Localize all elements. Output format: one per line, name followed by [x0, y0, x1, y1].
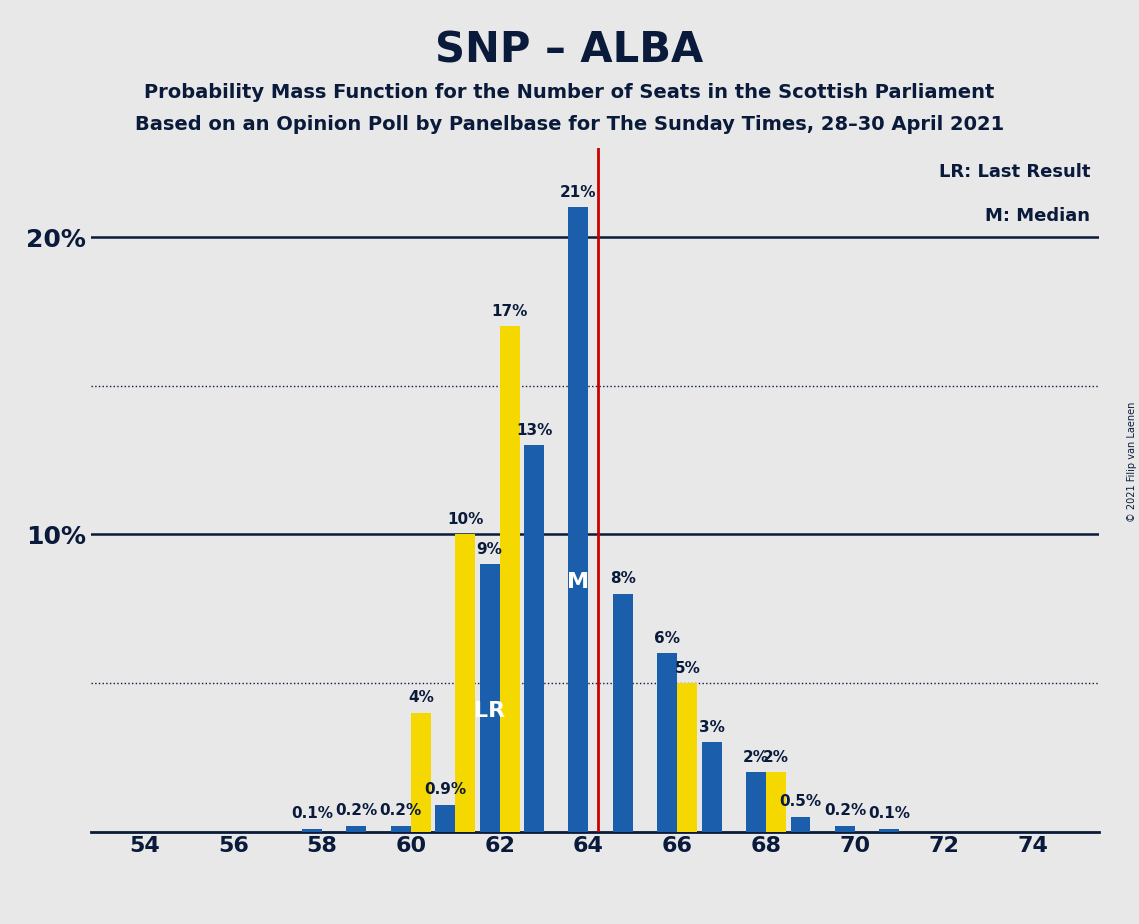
Text: LR: LR: [474, 701, 506, 722]
Text: LR: Last Result: LR: Last Result: [939, 163, 1090, 181]
Bar: [613, 594, 633, 832]
Text: 5%: 5%: [674, 661, 700, 675]
Text: 13%: 13%: [516, 422, 552, 438]
Bar: [790, 817, 811, 832]
Bar: [456, 534, 475, 832]
Bar: [678, 683, 697, 832]
Text: 6%: 6%: [654, 631, 680, 646]
Bar: [500, 326, 519, 832]
Text: 17%: 17%: [491, 304, 527, 319]
Bar: [524, 445, 544, 832]
Text: © 2021 Filip van Laenen: © 2021 Filip van Laenen: [1126, 402, 1137, 522]
Bar: [879, 829, 900, 832]
Bar: [411, 712, 431, 832]
Bar: [391, 826, 411, 832]
Bar: [657, 653, 678, 832]
Bar: [568, 207, 589, 832]
Text: 0.2%: 0.2%: [335, 803, 377, 819]
Text: 21%: 21%: [560, 185, 597, 200]
Text: 0.9%: 0.9%: [424, 783, 466, 797]
Text: 0.5%: 0.5%: [779, 795, 821, 809]
Text: 8%: 8%: [611, 571, 636, 587]
Bar: [480, 564, 500, 832]
Text: Probability Mass Function for the Number of Seats in the Scottish Parliament: Probability Mass Function for the Number…: [145, 83, 994, 103]
Text: 9%: 9%: [477, 541, 502, 556]
Bar: [702, 742, 722, 832]
Text: 0.1%: 0.1%: [292, 807, 333, 821]
Text: 4%: 4%: [408, 690, 434, 705]
Bar: [302, 829, 322, 832]
Text: Based on an Opinion Poll by Panelbase for The Sunday Times, 28–30 April 2021: Based on an Opinion Poll by Panelbase fo…: [134, 116, 1005, 135]
Text: 2%: 2%: [743, 749, 769, 765]
Text: SNP – ALBA: SNP – ALBA: [435, 30, 704, 71]
Text: 0.2%: 0.2%: [823, 803, 866, 819]
Text: 0.2%: 0.2%: [379, 803, 421, 819]
Bar: [435, 805, 456, 832]
Text: 0.1%: 0.1%: [868, 807, 910, 821]
Bar: [767, 772, 786, 832]
Text: M: M: [567, 572, 590, 592]
Bar: [835, 826, 855, 832]
Bar: [746, 772, 767, 832]
Text: 2%: 2%: [763, 749, 789, 765]
Text: M: Median: M: Median: [985, 207, 1090, 225]
Text: 10%: 10%: [446, 512, 483, 527]
Text: 3%: 3%: [698, 720, 724, 735]
Bar: [346, 826, 367, 832]
